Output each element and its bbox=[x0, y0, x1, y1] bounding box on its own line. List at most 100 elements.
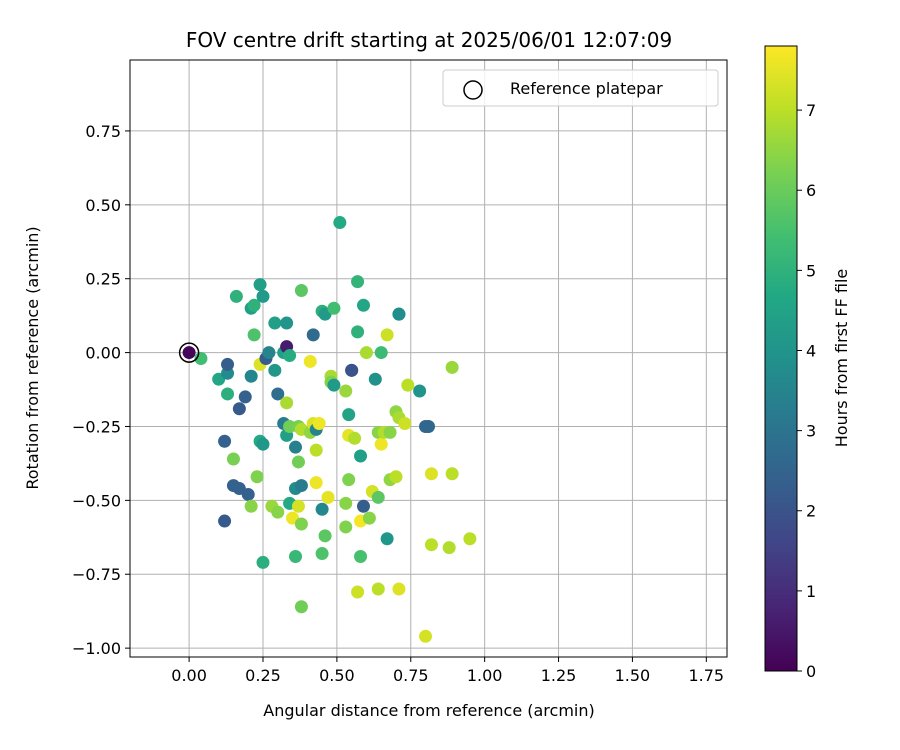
data-point bbox=[424, 538, 438, 552]
data-point bbox=[339, 384, 353, 398]
colorbar-tick-label: 1 bbox=[806, 582, 816, 601]
y-tick-label: −0.50 bbox=[72, 491, 121, 510]
data-point bbox=[250, 470, 264, 484]
data-point bbox=[327, 378, 341, 392]
reference-platepar-marker bbox=[178, 342, 200, 363]
data-point bbox=[294, 479, 308, 493]
data-point bbox=[327, 301, 341, 315]
data-point bbox=[294, 284, 308, 298]
x-tick-label: 0.50 bbox=[319, 666, 355, 685]
data-point bbox=[309, 443, 323, 457]
data-point bbox=[371, 490, 385, 504]
colorbar-ticks: 0 1 2 3 4 5 6 7 bbox=[797, 101, 816, 681]
data-point bbox=[294, 600, 308, 614]
data-point bbox=[232, 402, 246, 416]
data-point bbox=[321, 490, 335, 504]
colorbar-tick-label: 5 bbox=[806, 261, 816, 280]
y-axis-label: Rotation from reference (arcmin) bbox=[23, 226, 42, 489]
data-point bbox=[253, 278, 267, 292]
y-tick-label: −0.75 bbox=[72, 565, 121, 584]
data-point bbox=[315, 547, 329, 561]
data-point bbox=[244, 499, 258, 513]
data-point bbox=[339, 520, 353, 534]
data-point bbox=[262, 346, 276, 360]
data-point bbox=[419, 629, 433, 643]
data-point bbox=[289, 440, 303, 454]
x-tick-label: 1.75 bbox=[688, 666, 724, 685]
data-point bbox=[318, 529, 332, 543]
data-point bbox=[422, 419, 435, 433]
data-point bbox=[247, 298, 261, 312]
data-point bbox=[371, 582, 385, 596]
x-axis-label: Angular distance from reference (arcmin) bbox=[263, 701, 594, 720]
data-point bbox=[291, 455, 305, 469]
data-point bbox=[374, 437, 388, 451]
colorbar-tick-label: 3 bbox=[806, 422, 816, 441]
data-point bbox=[345, 363, 359, 377]
x-tick-label: 0.00 bbox=[171, 666, 207, 685]
chart-title: FOV centre drift starting at 2025/06/01 … bbox=[186, 28, 672, 52]
colorbar-label: Hours from first FF file bbox=[832, 269, 851, 448]
legend-box bbox=[442, 69, 719, 107]
data-point bbox=[182, 346, 196, 360]
data-point bbox=[463, 532, 477, 546]
data-point bbox=[392, 582, 406, 596]
data-point bbox=[280, 396, 294, 410]
data-point bbox=[291, 499, 305, 513]
data-point bbox=[256, 289, 270, 303]
colorbar-tick-label: 6 bbox=[806, 181, 816, 200]
data-point bbox=[312, 417, 326, 431]
legend-reference-marker bbox=[463, 80, 483, 100]
data-point bbox=[383, 425, 397, 439]
data-point bbox=[229, 289, 243, 303]
data-point bbox=[271, 505, 285, 519]
data-point bbox=[342, 473, 356, 487]
data-point bbox=[413, 384, 427, 398]
data-point bbox=[218, 434, 232, 448]
data-point bbox=[368, 372, 382, 386]
grid-lines bbox=[130, 60, 727, 657]
colorbar-tick-label: 2 bbox=[806, 502, 816, 521]
x-tick-label: 1.00 bbox=[467, 666, 503, 685]
data-point bbox=[380, 532, 394, 546]
colorbar-tick-label: 4 bbox=[806, 341, 816, 360]
data-point bbox=[280, 316, 294, 330]
y-tick-label: 0.50 bbox=[85, 196, 121, 215]
data-point bbox=[244, 369, 258, 383]
data-point bbox=[283, 349, 297, 363]
data-point bbox=[354, 550, 368, 564]
legend-entry-reference: Reference platepar bbox=[510, 79, 663, 98]
data-point bbox=[445, 467, 459, 481]
colorbar-gradient bbox=[764, 45, 798, 672]
colorbar-tick-label: 7 bbox=[806, 101, 816, 120]
colorbar: 0 1 2 3 4 5 6 7 Hours from first FF file bbox=[764, 45, 851, 681]
data-point bbox=[339, 496, 353, 510]
data-point bbox=[294, 517, 308, 531]
x-tick-label: 1.25 bbox=[541, 666, 577, 685]
data-point bbox=[238, 390, 252, 404]
x-tick-label: 0.75 bbox=[393, 666, 429, 685]
y-tick-label: 0.25 bbox=[85, 270, 121, 289]
plot-frame bbox=[129, 59, 728, 658]
data-point bbox=[351, 585, 365, 599]
data-point bbox=[359, 346, 373, 360]
data-point bbox=[356, 298, 370, 312]
x-ticks: 0.00 0.25 0.50 0.75 1.00 1.25 1.50 1.75 bbox=[171, 657, 724, 685]
data-point bbox=[271, 387, 285, 401]
data-point bbox=[445, 360, 459, 374]
y-tick-label: 0.75 bbox=[85, 122, 121, 141]
y-tick-label: 0.00 bbox=[85, 344, 121, 363]
data-point bbox=[374, 346, 388, 360]
data-point bbox=[289, 550, 303, 564]
data-point bbox=[247, 328, 261, 342]
scatter-points bbox=[182, 216, 477, 643]
data-point bbox=[315, 502, 329, 516]
data-point bbox=[392, 307, 406, 321]
data-point bbox=[268, 316, 282, 330]
data-point bbox=[351, 325, 365, 339]
data-point bbox=[389, 470, 403, 484]
y-ticks: −1.00 −0.75 −0.50 −0.25 0.00 0.25 0.50 0.75 bbox=[72, 122, 130, 658]
y-tick-label: −0.25 bbox=[72, 417, 121, 436]
data-point bbox=[401, 378, 415, 392]
